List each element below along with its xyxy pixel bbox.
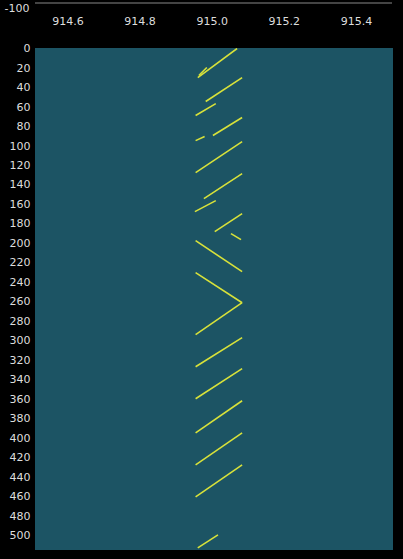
svg-text:915.2: 915.2 bbox=[269, 15, 301, 28]
svg-text:160: 160 bbox=[10, 198, 31, 211]
svg-text:60: 60 bbox=[17, 101, 31, 114]
svg-text:340: 340 bbox=[10, 373, 31, 386]
svg-text:420: 420 bbox=[10, 451, 31, 464]
svg-text:120: 120 bbox=[10, 159, 31, 172]
svg-text:380: 380 bbox=[10, 412, 31, 425]
svg-text:320: 320 bbox=[10, 354, 31, 367]
svg-text:480: 480 bbox=[10, 510, 31, 523]
svg-text:100: 100 bbox=[10, 139, 31, 152]
svg-text:914.8: 914.8 bbox=[124, 15, 156, 28]
svg-text:500: 500 bbox=[10, 529, 31, 542]
svg-text:40: 40 bbox=[17, 81, 31, 94]
svg-text:914.6: 914.6 bbox=[52, 15, 84, 28]
svg-text:0: 0 bbox=[24, 42, 31, 55]
svg-text:300: 300 bbox=[10, 334, 31, 347]
svg-text:915.4: 915.4 bbox=[341, 15, 373, 28]
svg-text:280: 280 bbox=[10, 315, 31, 328]
svg-text:220: 220 bbox=[10, 256, 31, 269]
svg-text:460: 460 bbox=[10, 490, 31, 503]
svg-text:360: 360 bbox=[10, 393, 31, 406]
svg-text:915.0: 915.0 bbox=[196, 15, 228, 28]
svg-text:200: 200 bbox=[10, 237, 31, 250]
svg-text:20: 20 bbox=[17, 62, 31, 75]
svg-text:180: 180 bbox=[10, 217, 31, 230]
svg-text:240: 240 bbox=[10, 276, 31, 289]
svg-text:80: 80 bbox=[17, 120, 31, 133]
svg-text:260: 260 bbox=[10, 295, 31, 308]
svg-text:440: 440 bbox=[10, 471, 31, 484]
svg-text:140: 140 bbox=[10, 178, 31, 191]
svg-text:-100: -100 bbox=[5, 2, 30, 15]
svg-text:400: 400 bbox=[10, 432, 31, 445]
